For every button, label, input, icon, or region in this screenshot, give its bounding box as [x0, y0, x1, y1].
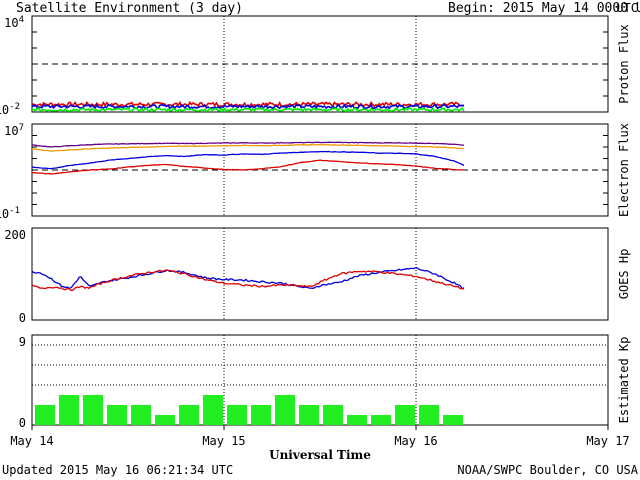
kp-bar: [443, 415, 463, 425]
electron-series-blue: [31, 150, 465, 170]
y-tick-label-bottom: 10-1: [0, 206, 20, 221]
proton-series-blue: [31, 103, 465, 110]
begin-label: Begin:: [448, 1, 495, 16]
kp-bar: [107, 405, 127, 425]
hp-series-blue: [31, 267, 465, 290]
kp-bar: [59, 395, 79, 425]
kp-bar: [299, 405, 319, 425]
kp-bar: [419, 405, 439, 425]
proton-series-green: [31, 106, 465, 113]
kp-bar: [227, 405, 247, 425]
electron-series-red: [31, 159, 465, 175]
begin-date: Begin: 2015 May 14 0000 UTC: [448, 1, 640, 16]
kp-bar: [323, 405, 343, 425]
panel-frame: [31, 15, 609, 113]
kp-bar: [251, 405, 271, 425]
begin-value: 2015 May 14 0000 UTC: [502, 1, 640, 16]
y-tick-label-top: 200: [4, 228, 26, 242]
x-tick-label: May 17: [586, 434, 629, 448]
credit-text: NOAA/SWPC Boulder, CO USA: [457, 463, 638, 477]
kp-bar: [395, 405, 415, 425]
y-tick-label-bottom: 0: [19, 416, 26, 430]
kp-bar: [371, 415, 391, 425]
electron-series-purple: [31, 141, 465, 148]
panel-proton: Proton Flux: [31, 15, 631, 113]
y-tick-label-bottom: 10-2: [0, 102, 20, 117]
kp-bar: [203, 395, 223, 425]
y-tick-label-top: 9: [19, 335, 26, 349]
x-tick-label: May 14: [10, 434, 53, 448]
y-axis-label: GOES Hp: [617, 249, 631, 300]
kp-bar: [131, 405, 151, 425]
updated-text: Updated 2015 May 16 06:21:34 UTC: [2, 463, 234, 477]
x-tick-label: May 15: [202, 434, 245, 448]
x-axis-label: Universal Time: [269, 448, 371, 462]
electron-series-orange: [31, 143, 465, 152]
panel-hp: 200 0 GOES Hp: [4, 227, 631, 325]
panel-frame: [31, 227, 609, 321]
kp-bar: [347, 415, 367, 425]
y-axis-label: Electron Flux: [617, 123, 631, 217]
x-tick-label: May 16: [394, 434, 437, 448]
kp-bar: [275, 395, 295, 425]
panel-kp: 9 0 Estimated Kp: [19, 334, 631, 430]
kp-bar: [35, 405, 55, 425]
kp-bar: [179, 405, 199, 425]
y-tick-label-top: 104: [4, 15, 24, 30]
kp-bar: [155, 415, 175, 425]
panel-electron: Electron Flux: [31, 123, 631, 217]
utc-label: UTC: [616, 1, 638, 15]
chart-title: Satellite Environment (3 day): [16, 1, 243, 16]
y-tick-label-top: 107: [4, 123, 24, 138]
y-tick-label-bottom: 0: [19, 311, 26, 325]
y-axis-label: Proton Flux: [617, 24, 631, 103]
panel-frame: [31, 123, 609, 217]
y-axis-label: Estimated Kp: [617, 337, 631, 424]
kp-bar: [83, 395, 103, 425]
hp-series-red: [31, 269, 465, 292]
